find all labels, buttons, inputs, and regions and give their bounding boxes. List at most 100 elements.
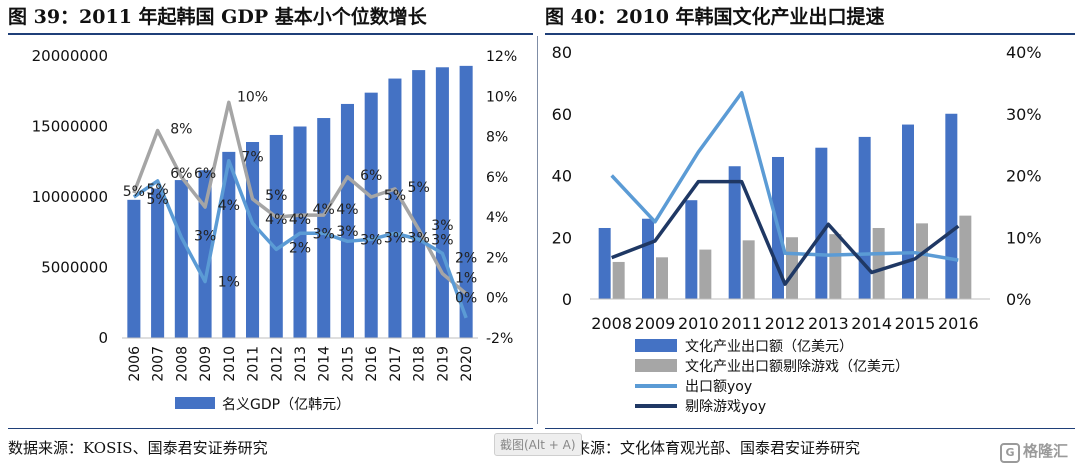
brand-logo: G 格隆汇 [1000, 440, 1068, 463]
left-title-rule [8, 33, 533, 35]
growth-line-gray [132, 100, 468, 296]
gdp-bar [459, 65, 473, 339]
y-right-tick-label: 40% [1006, 43, 1042, 62]
left-chart-panel: 0 5000000 10000000 15000000 20000000 -2% 0% 2% 4… [0, 36, 535, 426]
data-label: 3% [360, 232, 382, 248]
y-left-tick-label: 0 [98, 329, 108, 347]
y-right-tick-label: 0% [486, 291, 508, 307]
x-tick-label: 2007 [151, 346, 167, 382]
data-label: 10% [237, 89, 268, 105]
data-label: 1% [455, 271, 477, 287]
y-left-tick-label: 40 [552, 167, 572, 186]
legend-swatch-export-ex-games [635, 359, 677, 372]
right-chart-panel: 0 20 40 60 80 0% 10% 20% 30% 40% 2008 2009 2010 2011 2… [540, 36, 1080, 426]
data-label: 3% [408, 230, 430, 246]
legend-label-export-ex-games: 文化产业出口额剔除游戏（亿美元） [685, 359, 909, 375]
x-tick-label: 2014 [851, 314, 892, 333]
y-right-tick-label: 10% [1006, 228, 1042, 247]
left-source-note: 数据来源：KOSIS、国泰君安证券研究 [8, 439, 268, 457]
gdp-chart: 05000000100000001500000020000000-2%0%2%4… [32, 47, 517, 413]
export-bar [598, 227, 611, 299]
right-title-rule [545, 33, 1075, 35]
legend-label-gdp: 名义GDP（亿韩元） [222, 397, 350, 413]
export-bar [858, 136, 871, 299]
data-label: 8% [170, 122, 192, 138]
x-tick-label: 2011 [246, 346, 262, 382]
data-label: 4% [336, 202, 358, 218]
y-left-tick-label: 15000000 [32, 118, 108, 136]
legend-label-yoy: 出口额yoy [685, 379, 752, 395]
x-tick-label: 2012 [269, 346, 285, 382]
x-tick-label: 2009 [635, 314, 676, 333]
right-source-rule [545, 428, 1075, 429]
x-tick-label: 2014 [317, 346, 333, 382]
gdp-bar [151, 188, 165, 338]
growth-line-blue [132, 158, 468, 319]
right-chart-title: 图 40：2010 年韩国文化产业出口提速 [545, 6, 885, 28]
y-right-tick-label: 12% [486, 49, 517, 65]
x-tick-label: 2008 [174, 346, 190, 382]
export-bar [945, 113, 958, 299]
left-chart-title: 图 39：2011 年起韩国 GDP 基本小个位数增长 [8, 6, 427, 28]
export-bar [728, 166, 741, 299]
yoy-export-line [610, 91, 959, 262]
data-label: 3% [194, 228, 216, 244]
x-tick-label: 2006 [127, 346, 143, 382]
data-label: 6% [170, 166, 192, 182]
gdp-bar [246, 142, 260, 338]
yoy-ex-games-line [611, 179, 960, 286]
left-source-rule [8, 428, 533, 429]
x-tick-label: 2008 [591, 314, 632, 333]
gdp-bar [198, 170, 212, 338]
x-tick-label: 2019 [435, 346, 451, 382]
data-label: 3% [431, 218, 453, 234]
export-ex-games-bar [699, 249, 712, 299]
y-right-tick-label: -2% [486, 331, 513, 347]
data-label: 2% [455, 250, 477, 266]
data-label: 4% [313, 202, 335, 218]
export-ex-games-bar [959, 215, 972, 299]
data-label: 5% [408, 180, 430, 196]
gdp-bar [269, 134, 283, 338]
y-right-tick-label: 6% [486, 170, 508, 186]
data-label: 7% [241, 150, 263, 166]
export-ex-games-bar [872, 227, 885, 299]
export-ex-games-bar [742, 240, 755, 299]
export-bar [642, 218, 654, 299]
x-tick-label: 2011 [721, 314, 762, 333]
brand-logo-icon: G [1000, 443, 1020, 463]
x-tick-label: 2012 [765, 314, 806, 333]
y-left-tick-label: 20000000 [32, 47, 108, 65]
data-label: 3% [336, 224, 358, 240]
y-right-tick-label: 10% [486, 89, 517, 105]
legend-swatch-export [635, 339, 677, 352]
y-right-tick-label: 2% [486, 250, 508, 266]
x-tick-label: 2013 [293, 346, 309, 382]
data-label: 1% [218, 275, 240, 291]
gdp-bar [317, 118, 331, 338]
export-ex-games-bar [656, 257, 668, 299]
x-tick-label: 2013 [808, 314, 849, 333]
data-label: 3% [384, 230, 406, 246]
export-ex-games-bar [916, 223, 928, 299]
screenshot-hint-badge: 截图(Alt + A) [494, 433, 582, 456]
legend-label-export: 文化产业出口额（亿美元） [685, 339, 853, 355]
y-left-tick-label: 5000000 [41, 259, 108, 277]
data-label: 3% [313, 226, 335, 242]
y-right-tick-label: 8% [486, 130, 508, 146]
data-label: 2% [289, 240, 311, 256]
x-tick-label: 2016 [364, 346, 380, 382]
legend-label-yoy-ex-games: 剔除游戏yoy [685, 399, 766, 415]
y-left-tick-label: 0 [562, 290, 572, 309]
gdp-bar [412, 70, 426, 338]
export-ex-games-bar [612, 261, 625, 299]
y-right-tick-label: 0% [1006, 290, 1031, 309]
x-tick-label: 2009 [198, 346, 214, 382]
x-tick-label: 2015 [340, 346, 356, 382]
export-bar [815, 147, 828, 299]
legend-swatch-gdp [175, 397, 215, 409]
export-ex-games-bar [829, 234, 842, 299]
data-label: 5% [146, 192, 168, 208]
gdp-bar [435, 67, 449, 338]
